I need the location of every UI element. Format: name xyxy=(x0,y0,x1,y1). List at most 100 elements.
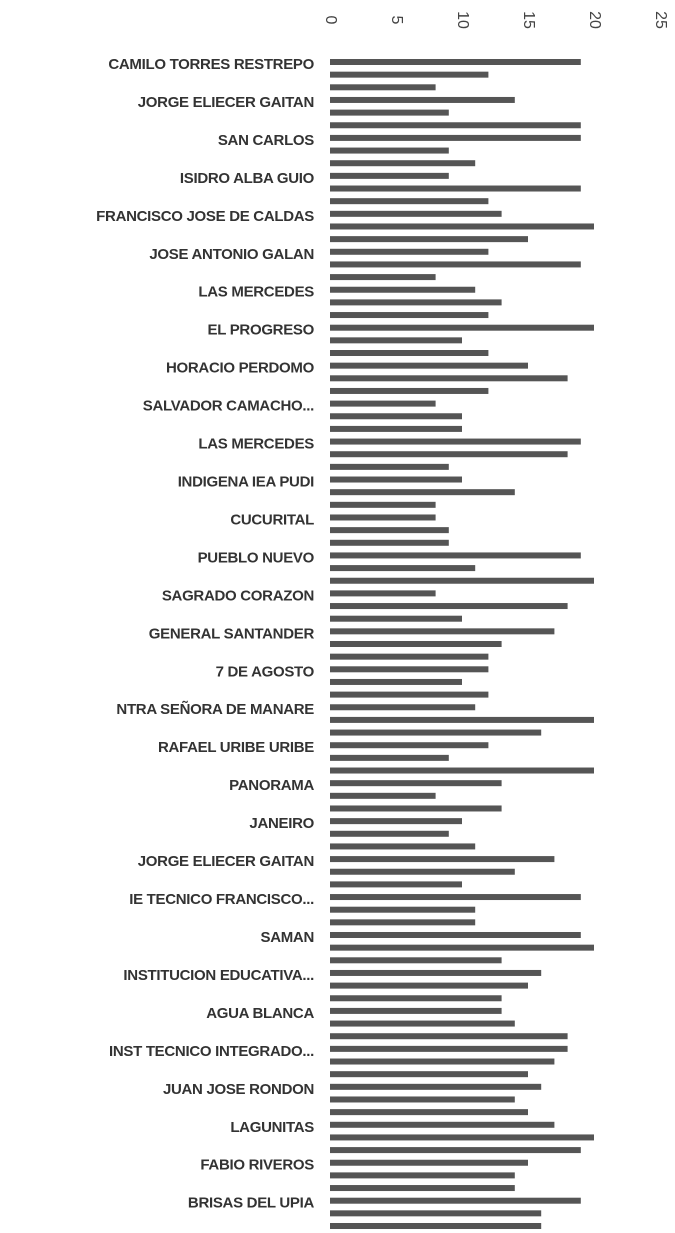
bar xyxy=(330,552,581,559)
bar xyxy=(330,1197,581,1204)
bar xyxy=(330,805,502,812)
bar xyxy=(330,1045,568,1052)
y-tick-label: JUAN JOSE RONDON xyxy=(163,1081,314,1098)
bar xyxy=(330,1210,542,1217)
bar xyxy=(330,96,515,103)
bar xyxy=(330,932,581,938)
bar xyxy=(330,641,502,647)
bar xyxy=(330,1007,502,1014)
y-tick-label: NTRA SEÑORA DE MANARE xyxy=(116,700,314,718)
bar xyxy=(330,248,489,255)
bar xyxy=(330,1020,515,1027)
bar xyxy=(330,894,581,901)
bar xyxy=(330,856,555,863)
bar xyxy=(330,716,594,723)
y-tick-label: AGUA BLANCA xyxy=(206,1005,314,1022)
y-tick-label: RAFAEL URIBE URIBE xyxy=(158,739,314,756)
bar xyxy=(330,1185,515,1192)
bar xyxy=(330,109,449,116)
bar xyxy=(330,451,568,458)
y-tick-label: FABIO RIVEROS xyxy=(200,1157,314,1174)
y-tick-label: JOSE ANTONIO GALAN xyxy=(149,246,314,263)
bar xyxy=(330,881,462,888)
bar xyxy=(330,223,594,230)
bar xyxy=(330,1223,542,1229)
y-tick-label: LAGUNITAS xyxy=(230,1119,314,1136)
y-tick-label: FRANCISCO JOSE DE CALDAS xyxy=(96,208,314,225)
bar xyxy=(330,995,502,1002)
y-tick-label: SAMAN xyxy=(261,929,315,946)
y-tick-label: PUEBLO NUEVO xyxy=(198,549,315,566)
bar xyxy=(330,830,449,837)
bar xyxy=(330,1071,528,1078)
bar xyxy=(330,172,449,179)
bar xyxy=(330,691,489,698)
bar xyxy=(330,299,502,306)
bar xyxy=(330,476,462,483)
y-tick-label: CUCURITAL xyxy=(230,511,314,528)
bar xyxy=(330,843,476,850)
y-tick-label: JORGE ELIECER GAITAN xyxy=(138,853,314,870)
bar xyxy=(330,818,462,825)
x-tick-label: 20 xyxy=(586,11,603,29)
bar xyxy=(330,1147,581,1154)
x-tick-label: 5 xyxy=(388,16,405,25)
bar xyxy=(330,1033,568,1040)
bar xyxy=(330,59,581,65)
y-tick-label: SAGRADO CORAZON xyxy=(162,587,314,604)
bar xyxy=(330,362,528,369)
bar xyxy=(330,704,476,711)
bar xyxy=(330,1134,594,1141)
bar xyxy=(330,134,581,141)
bar xyxy=(330,350,489,356)
bar xyxy=(330,286,476,293)
x-tick-label: 25 xyxy=(652,11,669,29)
y-tick-label: JORGE ELIECER GAITAN xyxy=(138,94,314,111)
y-tick-label: LAS MERCEDES xyxy=(198,284,314,301)
bar xyxy=(330,729,542,736)
y-tick-label: INST TECNICO INTEGRADO... xyxy=(109,1043,314,1060)
bar xyxy=(330,615,462,622)
y-tick-label: SALVADOR CAMACHO... xyxy=(143,398,314,415)
bar xyxy=(330,1109,528,1116)
bar xyxy=(330,71,489,78)
bar xyxy=(330,603,568,610)
bar xyxy=(330,577,594,584)
bar xyxy=(330,160,476,167)
y-tick-label: PANORAMA xyxy=(229,777,314,794)
bar xyxy=(330,1159,528,1166)
y-tick-label: EL PROGRESO xyxy=(208,322,315,339)
bar xyxy=(330,324,594,331)
y-tick-label: LAS MERCEDES xyxy=(198,436,314,453)
bar xyxy=(330,780,502,787)
bar xyxy=(330,767,594,774)
bar xyxy=(330,628,555,635)
bar xyxy=(330,198,489,205)
bar xyxy=(330,565,476,572)
bar xyxy=(330,210,502,217)
bar xyxy=(330,666,489,673)
bar xyxy=(330,957,502,964)
bar xyxy=(330,1058,555,1065)
y-tick-label: ISIDRO ALBA GUIO xyxy=(180,170,315,187)
y-tick-label: INSTITUCION EDUCATIVA... xyxy=(123,967,314,984)
bar xyxy=(330,919,476,926)
x-tick-label: 0 xyxy=(322,16,339,25)
bar xyxy=(330,261,581,268)
bar xyxy=(330,185,581,192)
bar xyxy=(330,387,489,394)
bar xyxy=(330,742,489,749)
bar xyxy=(330,122,581,129)
y-tick-label: JANEIRO xyxy=(249,815,314,832)
bar xyxy=(330,944,594,951)
y-tick-label: 7 DE AGOSTO xyxy=(216,663,315,680)
bar xyxy=(330,400,436,407)
bar xyxy=(330,969,542,976)
bar xyxy=(330,527,449,534)
bar xyxy=(330,375,568,382)
bar xyxy=(330,678,462,685)
bar xyxy=(330,312,489,319)
bar xyxy=(330,1083,542,1090)
bar xyxy=(330,868,515,875)
